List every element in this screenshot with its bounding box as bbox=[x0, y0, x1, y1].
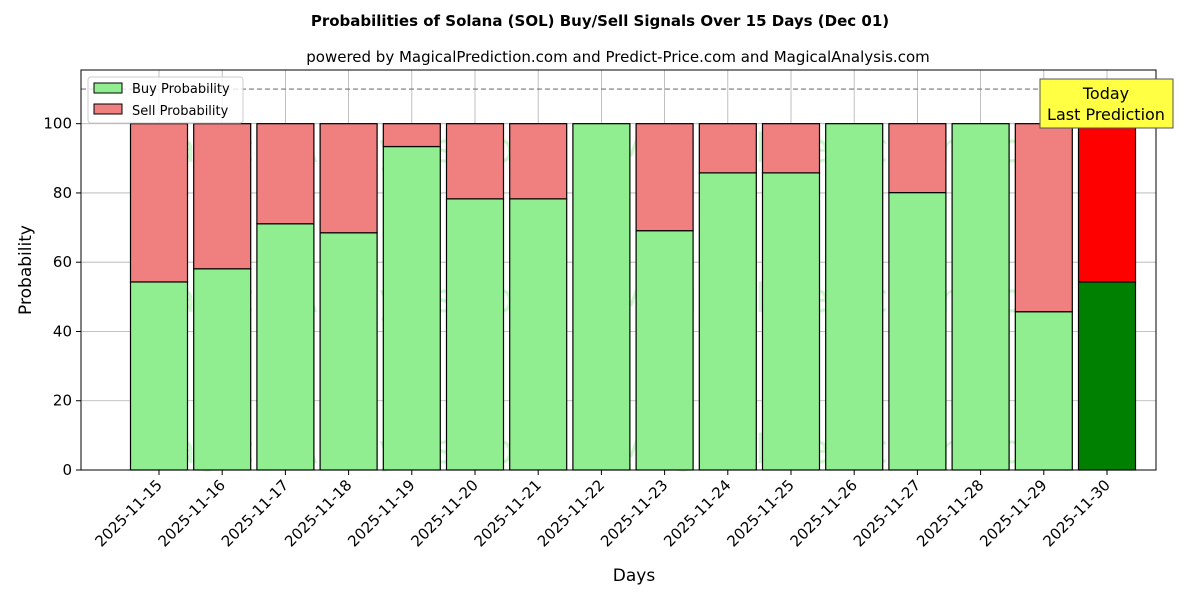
sell-bar bbox=[761, 123, 821, 174]
x-tick-label: 2025-11-20 bbox=[407, 476, 481, 550]
x-tick-label: 2025-11-16 bbox=[155, 476, 229, 550]
x-tick-label: 2025-11-22 bbox=[534, 476, 608, 550]
buy-bar bbox=[319, 232, 378, 471]
buy-bar bbox=[825, 123, 884, 471]
x-tick-label: 2025-11-25 bbox=[723, 476, 797, 550]
chart-subtitle: powered by MagicalPrediction.com and Pre… bbox=[306, 48, 930, 66]
buy-bar bbox=[382, 145, 441, 471]
x-tick-label: 2025-11-18 bbox=[281, 476, 355, 550]
buy-bar bbox=[193, 268, 252, 471]
x-axis-label: Days bbox=[613, 566, 656, 586]
buy-bar bbox=[888, 191, 947, 471]
buy-bar bbox=[698, 172, 757, 471]
sell-bar bbox=[1077, 123, 1137, 283]
x-tick-label: 2025-11-30 bbox=[1039, 476, 1113, 550]
buy-bar bbox=[761, 172, 821, 471]
sell-bar bbox=[445, 123, 505, 200]
sell-bar bbox=[635, 123, 694, 232]
y-tick-label: 0 bbox=[62, 461, 72, 479]
sell-bar bbox=[382, 123, 441, 148]
x-tick-label: 2025-11-15 bbox=[91, 476, 165, 550]
y-tick-label: 20 bbox=[53, 392, 72, 410]
chart-title: Probabilities of Solana (SOL) Buy/Sell S… bbox=[311, 12, 889, 30]
annotation-line2: Last Prediction bbox=[1047, 105, 1165, 124]
x-tick-label: 2025-11-24 bbox=[660, 476, 734, 550]
sell-bar bbox=[698, 123, 757, 174]
buy-bar bbox=[951, 123, 1010, 471]
buy-bar bbox=[1077, 281, 1137, 471]
legend-swatch-sell bbox=[93, 103, 123, 115]
legend-label-sell: Sell Probability bbox=[132, 104, 229, 119]
legend: Buy Probability Sell Probability bbox=[87, 76, 244, 124]
buy-bar bbox=[509, 198, 568, 471]
x-tick-label: 2025-11-17 bbox=[218, 476, 292, 550]
buy-bar bbox=[129, 281, 189, 471]
x-tick-label: 2025-11-21 bbox=[471, 476, 545, 550]
x-tick-label: 2025-11-29 bbox=[976, 476, 1050, 550]
annotation-line1: Today bbox=[1082, 84, 1129, 103]
legend-swatch-buy bbox=[93, 82, 123, 94]
y-tick-label: 80 bbox=[53, 184, 72, 202]
today-annotation: Today Last Prediction bbox=[1039, 78, 1174, 129]
y-tick-label: 100 bbox=[43, 115, 72, 133]
plot-frame bbox=[80, 69, 1157, 471]
buy-bar bbox=[256, 223, 315, 471]
sell-bar bbox=[256, 123, 315, 225]
x-tick-label: 2025-11-19 bbox=[344, 476, 418, 550]
legend-label-buy: Buy Probability bbox=[132, 82, 230, 97]
sell-bar bbox=[129, 123, 189, 283]
buy-bar bbox=[1014, 311, 1073, 471]
buy-bar bbox=[572, 123, 631, 471]
buy-bar bbox=[445, 198, 505, 471]
x-tick-label: 2025-11-27 bbox=[850, 476, 924, 550]
x-tick-label: 2025-11-28 bbox=[913, 476, 987, 550]
y-tick-label: 40 bbox=[53, 322, 72, 340]
sell-bar bbox=[509, 123, 568, 200]
y-tick-label: 60 bbox=[53, 253, 72, 271]
y-axis-label: Probability bbox=[16, 225, 36, 315]
sell-bar bbox=[319, 123, 378, 234]
sell-bar bbox=[1014, 123, 1073, 313]
x-tick-label: 2025-11-26 bbox=[787, 476, 861, 550]
sell-bar bbox=[193, 123, 252, 270]
buy-bar bbox=[635, 230, 694, 471]
sell-bar bbox=[888, 123, 947, 194]
x-tick-label: 2025-11-23 bbox=[597, 476, 671, 550]
